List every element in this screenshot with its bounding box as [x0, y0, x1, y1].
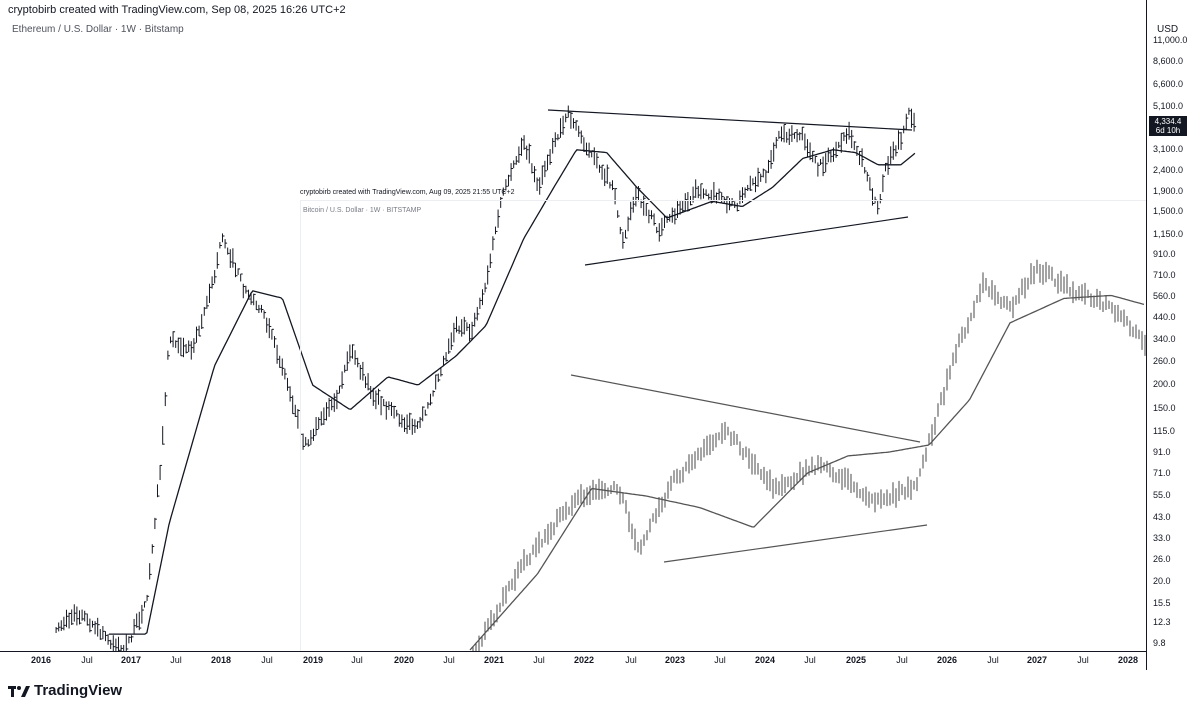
time-tick: Jul [896, 655, 908, 665]
price-tick: 6,600.0 [1153, 79, 1184, 89]
time-tick: 2025 [845, 655, 867, 665]
btc-upper-trendline [570, 374, 921, 443]
price-tick: 91.0 [1153, 447, 1171, 457]
overlay-chart-left-border [300, 200, 301, 651]
time-tick: 2026 [936, 655, 958, 665]
price-tick: 1,150.0 [1153, 229, 1184, 239]
bitcoin-overlay-bars [472, 259, 1146, 651]
price-tick: 5,100.0 [1153, 101, 1184, 111]
eth-lower-trendline [584, 216, 909, 266]
time-tick: Jul [533, 655, 545, 665]
symbol-legend[interactable]: Ethereum / U.S. Dollar · 1W · Bitstamp [12, 24, 184, 35]
time-tick: Jul [804, 655, 816, 665]
overlay-symbol-legend: Bitcoin / U.S. Dollar · 1W · BITSTAMP [303, 207, 422, 214]
time-tick: Jul [443, 655, 455, 665]
price-tick: 2,400.0 [1153, 165, 1184, 175]
currency-label[interactable]: USD [1157, 24, 1179, 35]
chart-author-header: cryptobirb created with TradingView.com,… [8, 4, 346, 16]
price-tick: 71.0 [1153, 468, 1171, 478]
price-tick: 8,600.0 [1153, 56, 1184, 66]
price-tick: 55.0 [1153, 490, 1171, 500]
price-tick: 20.0 [1153, 576, 1171, 586]
price-tick: 9.8 [1153, 638, 1166, 648]
time-tick: Jul [81, 655, 93, 665]
time-tick: 2028 [1117, 655, 1139, 665]
btc-lower-trendline [663, 524, 928, 563]
time-tick: Jul [714, 655, 726, 665]
time-tick: Jul [351, 655, 363, 665]
time-tick: 2019 [302, 655, 324, 665]
bar-countdown: 6d 10h [1155, 126, 1181, 135]
time-tick: Jul [987, 655, 999, 665]
price-tick: 710.0 [1153, 270, 1176, 280]
last-price-value: 4,334.4 [1154, 117, 1182, 126]
price-tick: 33.0 [1153, 533, 1171, 543]
price-tick: 115.0 [1153, 426, 1175, 436]
time-axis[interactable] [0, 651, 1146, 670]
tradingview-logo-icon [8, 684, 30, 698]
time-tick: 2018 [210, 655, 232, 665]
time-tick: 2017 [120, 655, 142, 665]
time-tick: 2022 [573, 655, 595, 665]
eth-upper-trendline [547, 109, 913, 131]
time-tick: 2021 [483, 655, 505, 665]
price-tick: 1,900.0 [1153, 186, 1184, 196]
price-tick: 200.0 [1153, 379, 1176, 389]
tradingview-logo[interactable]: TradingView [8, 682, 122, 699]
time-tick: Jul [1077, 655, 1089, 665]
price-tick: 1,500.0 [1153, 206, 1184, 216]
overlay-author-header: cryptobirb created with TradingView.com,… [300, 189, 515, 196]
ethereum-price-bars [55, 105, 917, 651]
time-tick: Jul [261, 655, 273, 665]
price-chart[interactable] [0, 0, 1146, 651]
price-axis[interactable] [1146, 0, 1200, 670]
price-tick: 910.0 [1153, 249, 1176, 259]
price-tick: 12.3 [1153, 617, 1171, 627]
time-tick: 2016 [30, 655, 52, 665]
price-tick: 43.0 [1153, 512, 1171, 522]
time-tick: Jul [170, 655, 182, 665]
price-tick: 11,000.0 [1153, 35, 1188, 45]
time-tick: 2027 [1026, 655, 1048, 665]
price-tick: 560.0 [1153, 291, 1176, 301]
ethereum-moving-average-line [108, 149, 916, 635]
price-tick: 26.0 [1153, 554, 1171, 564]
time-tick: 2020 [393, 655, 415, 665]
time-tick: 2023 [664, 655, 686, 665]
tradingview-brand-name: TradingView [34, 682, 123, 699]
overlay-chart-border [300, 200, 1148, 201]
time-tick: 2024 [754, 655, 776, 665]
price-tick: 340.0 [1153, 334, 1176, 344]
price-tick: 15.5 [1153, 598, 1171, 608]
last-price-tag: 4,334.4 6d 10h [1149, 116, 1187, 136]
price-tick: 440.0 [1153, 312, 1176, 322]
time-tick: Jul [625, 655, 637, 665]
price-tick: 3,100.0 [1153, 144, 1184, 154]
price-tick: 260.0 [1153, 356, 1176, 366]
bitcoin-moving-average-line [469, 294, 1145, 651]
price-tick: 150.0 [1153, 403, 1176, 413]
